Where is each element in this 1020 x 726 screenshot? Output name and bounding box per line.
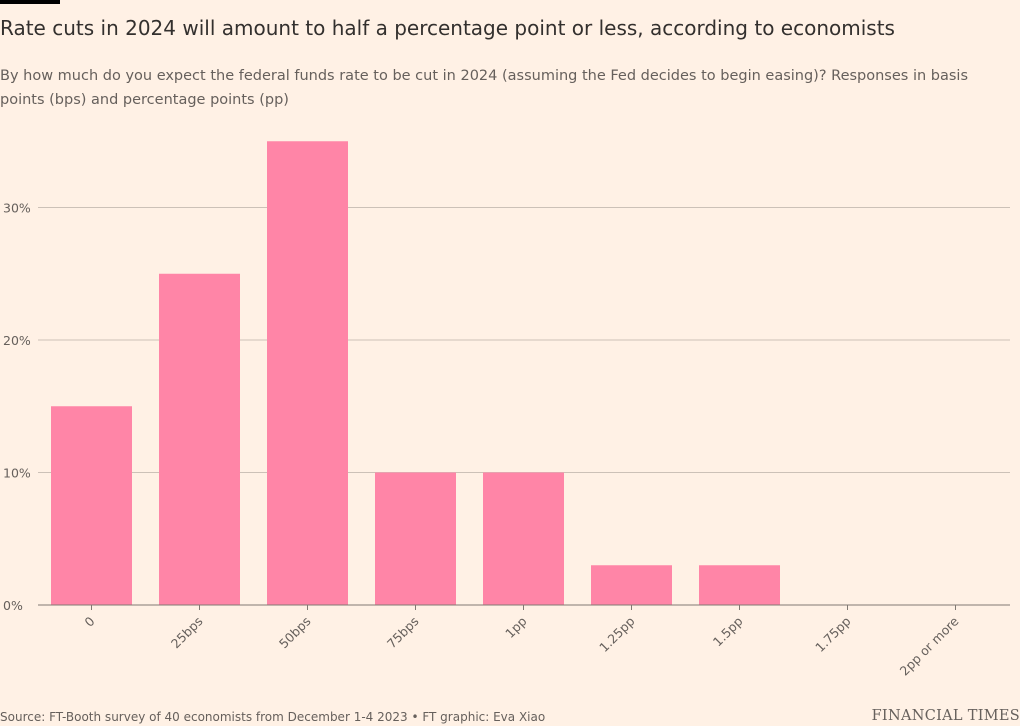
x-tick-label: 75bps	[384, 614, 422, 652]
x-tick-label: 1.75pp	[812, 613, 854, 655]
x-tick-label: 50bps	[276, 614, 314, 652]
bar	[483, 472, 564, 605]
y-tick-label: 10%	[3, 466, 31, 481]
bar	[699, 565, 780, 605]
x-tick-label: 1.5pp	[710, 613, 746, 649]
top-accent-bar	[0, 0, 60, 4]
source-note: Source: FT-Booth survey of 40 economists…	[0, 710, 546, 724]
chart-subtitle: By how much do you expect the federal fu…	[0, 68, 969, 108]
chart-title: Rate cuts in 2024 will amount to half a …	[0, 16, 895, 40]
ft-logo: FINANCIAL TIMES	[871, 708, 1020, 724]
x-tick-label: 1pp	[502, 613, 529, 640]
bar	[267, 141, 348, 605]
x-tick-label: 2pp or more	[897, 613, 962, 678]
x-tick-label: 1.25pp	[596, 613, 638, 655]
y-tick-label: 30%	[3, 201, 31, 216]
y-tick-label: 20%	[3, 333, 31, 348]
bar	[591, 565, 672, 605]
y-tick-label: 0%	[3, 598, 23, 613]
bar	[159, 273, 240, 605]
bar	[375, 472, 456, 605]
x-tick-label: 25bps	[168, 614, 206, 652]
bar	[51, 406, 132, 605]
x-tick-label: 0	[81, 613, 97, 629]
bar-chart: 0% 10% 20% 30% 0 25bps 50bps 75bps 1pp 1.25pp 1.5p…	[3, 141, 1010, 679]
